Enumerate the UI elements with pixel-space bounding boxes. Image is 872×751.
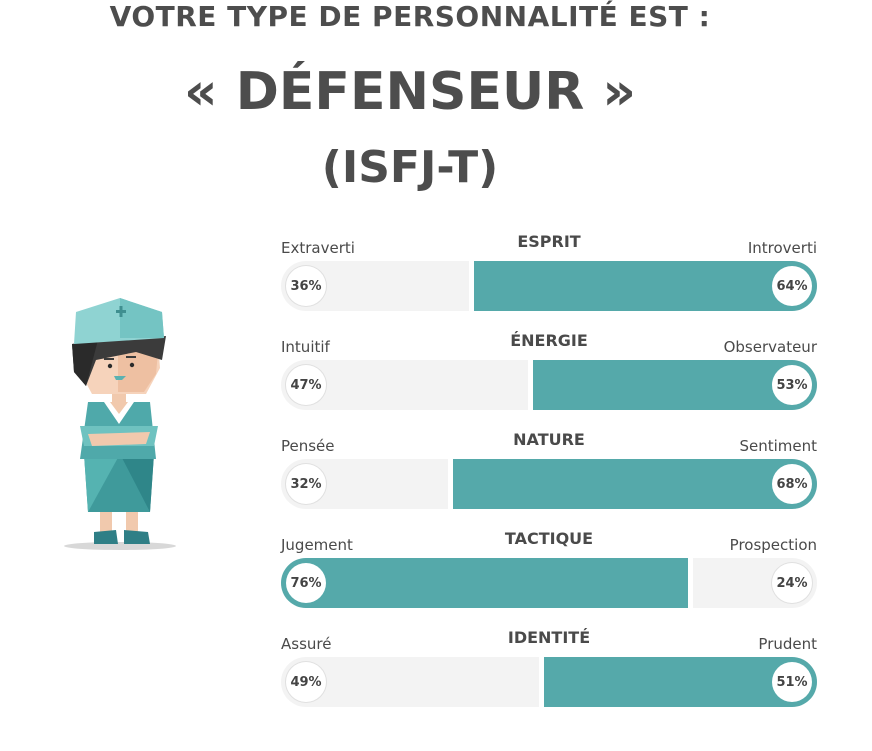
trait-row: Pensée NATURE Sentiment 32% 68% (281, 426, 817, 525)
trait-right-label: Observateur (723, 338, 817, 356)
trait-title: ÉNERGIE (510, 331, 588, 350)
trait-bar-fill (544, 657, 817, 707)
trait-right-percent: 53% (772, 365, 812, 405)
personality-type-name: « DÉFENSEUR » (184, 62, 636, 122)
trait-title: TACTIQUE (504, 529, 594, 548)
trait-bar: 49% 51% (281, 657, 817, 707)
trait-bar-divider (528, 360, 533, 410)
trait-title: NATURE (513, 430, 585, 449)
trait-row: Extraverti ESPRIT Introverti 36% 64% (281, 228, 817, 327)
trait-bar-fill (533, 360, 817, 410)
trait-left-label: Assuré (281, 635, 332, 653)
trait-left-percent: 49% (286, 662, 326, 702)
trait-right-percent: 68% (772, 464, 812, 504)
trait-bar: 76% 24% (281, 558, 817, 608)
personality-type-code: (ISFJ-T) (321, 142, 499, 193)
trait-left-percent: 47% (286, 365, 326, 405)
trait-left-label: Extraverti (281, 239, 355, 257)
trait-right-label: Sentiment (739, 437, 817, 455)
trait-row: Intuitif ÉNERGIE Observateur 47% 53% (281, 327, 817, 426)
trait-bar: 32% 68% (281, 459, 817, 509)
trait-bar-divider (688, 558, 693, 608)
trait-bar-fill (453, 459, 817, 509)
trait-left-percent: 36% (286, 266, 326, 306)
trait-left-label: Jugement (281, 536, 353, 554)
trait-right-percent: 24% (772, 563, 812, 603)
trait-bar-divider (448, 459, 453, 509)
trait-left-percent: 76% (286, 563, 326, 603)
trait-left-label: Intuitif (281, 338, 330, 356)
nurse-character-illustration (64, 298, 176, 550)
trait-row: Assuré IDENTITÉ Prudent 49% 51% (281, 624, 817, 723)
trait-bar: 36% 64% (281, 261, 817, 311)
trait-bar: 47% 53% (281, 360, 817, 410)
trait-bar-divider (539, 657, 544, 707)
trait-right-label: Prospection (729, 536, 817, 554)
trait-right-label: Introverti (747, 239, 817, 257)
trait-right-label: Prudent (758, 635, 817, 653)
trait-left-percent: 32% (286, 464, 326, 504)
result-intro: VOTRE TYPE DE PERSONNALITÉ EST : (109, 0, 711, 33)
trait-row: Jugement TACTIQUE Prospection 76% 24% (281, 525, 817, 624)
trait-bar-divider (469, 261, 474, 311)
trait-left-label: Pensée (281, 437, 335, 455)
trait-bar-fill (281, 558, 688, 608)
trait-right-percent: 51% (772, 662, 812, 702)
trait-right-percent: 64% (772, 266, 812, 306)
trait-bar-fill (474, 261, 817, 311)
trait-scales: Extraverti ESPRIT Introverti 36% 64% Intuitif… (281, 228, 817, 723)
trait-title: ESPRIT (517, 232, 581, 251)
trait-title: IDENTITÉ (507, 628, 591, 647)
